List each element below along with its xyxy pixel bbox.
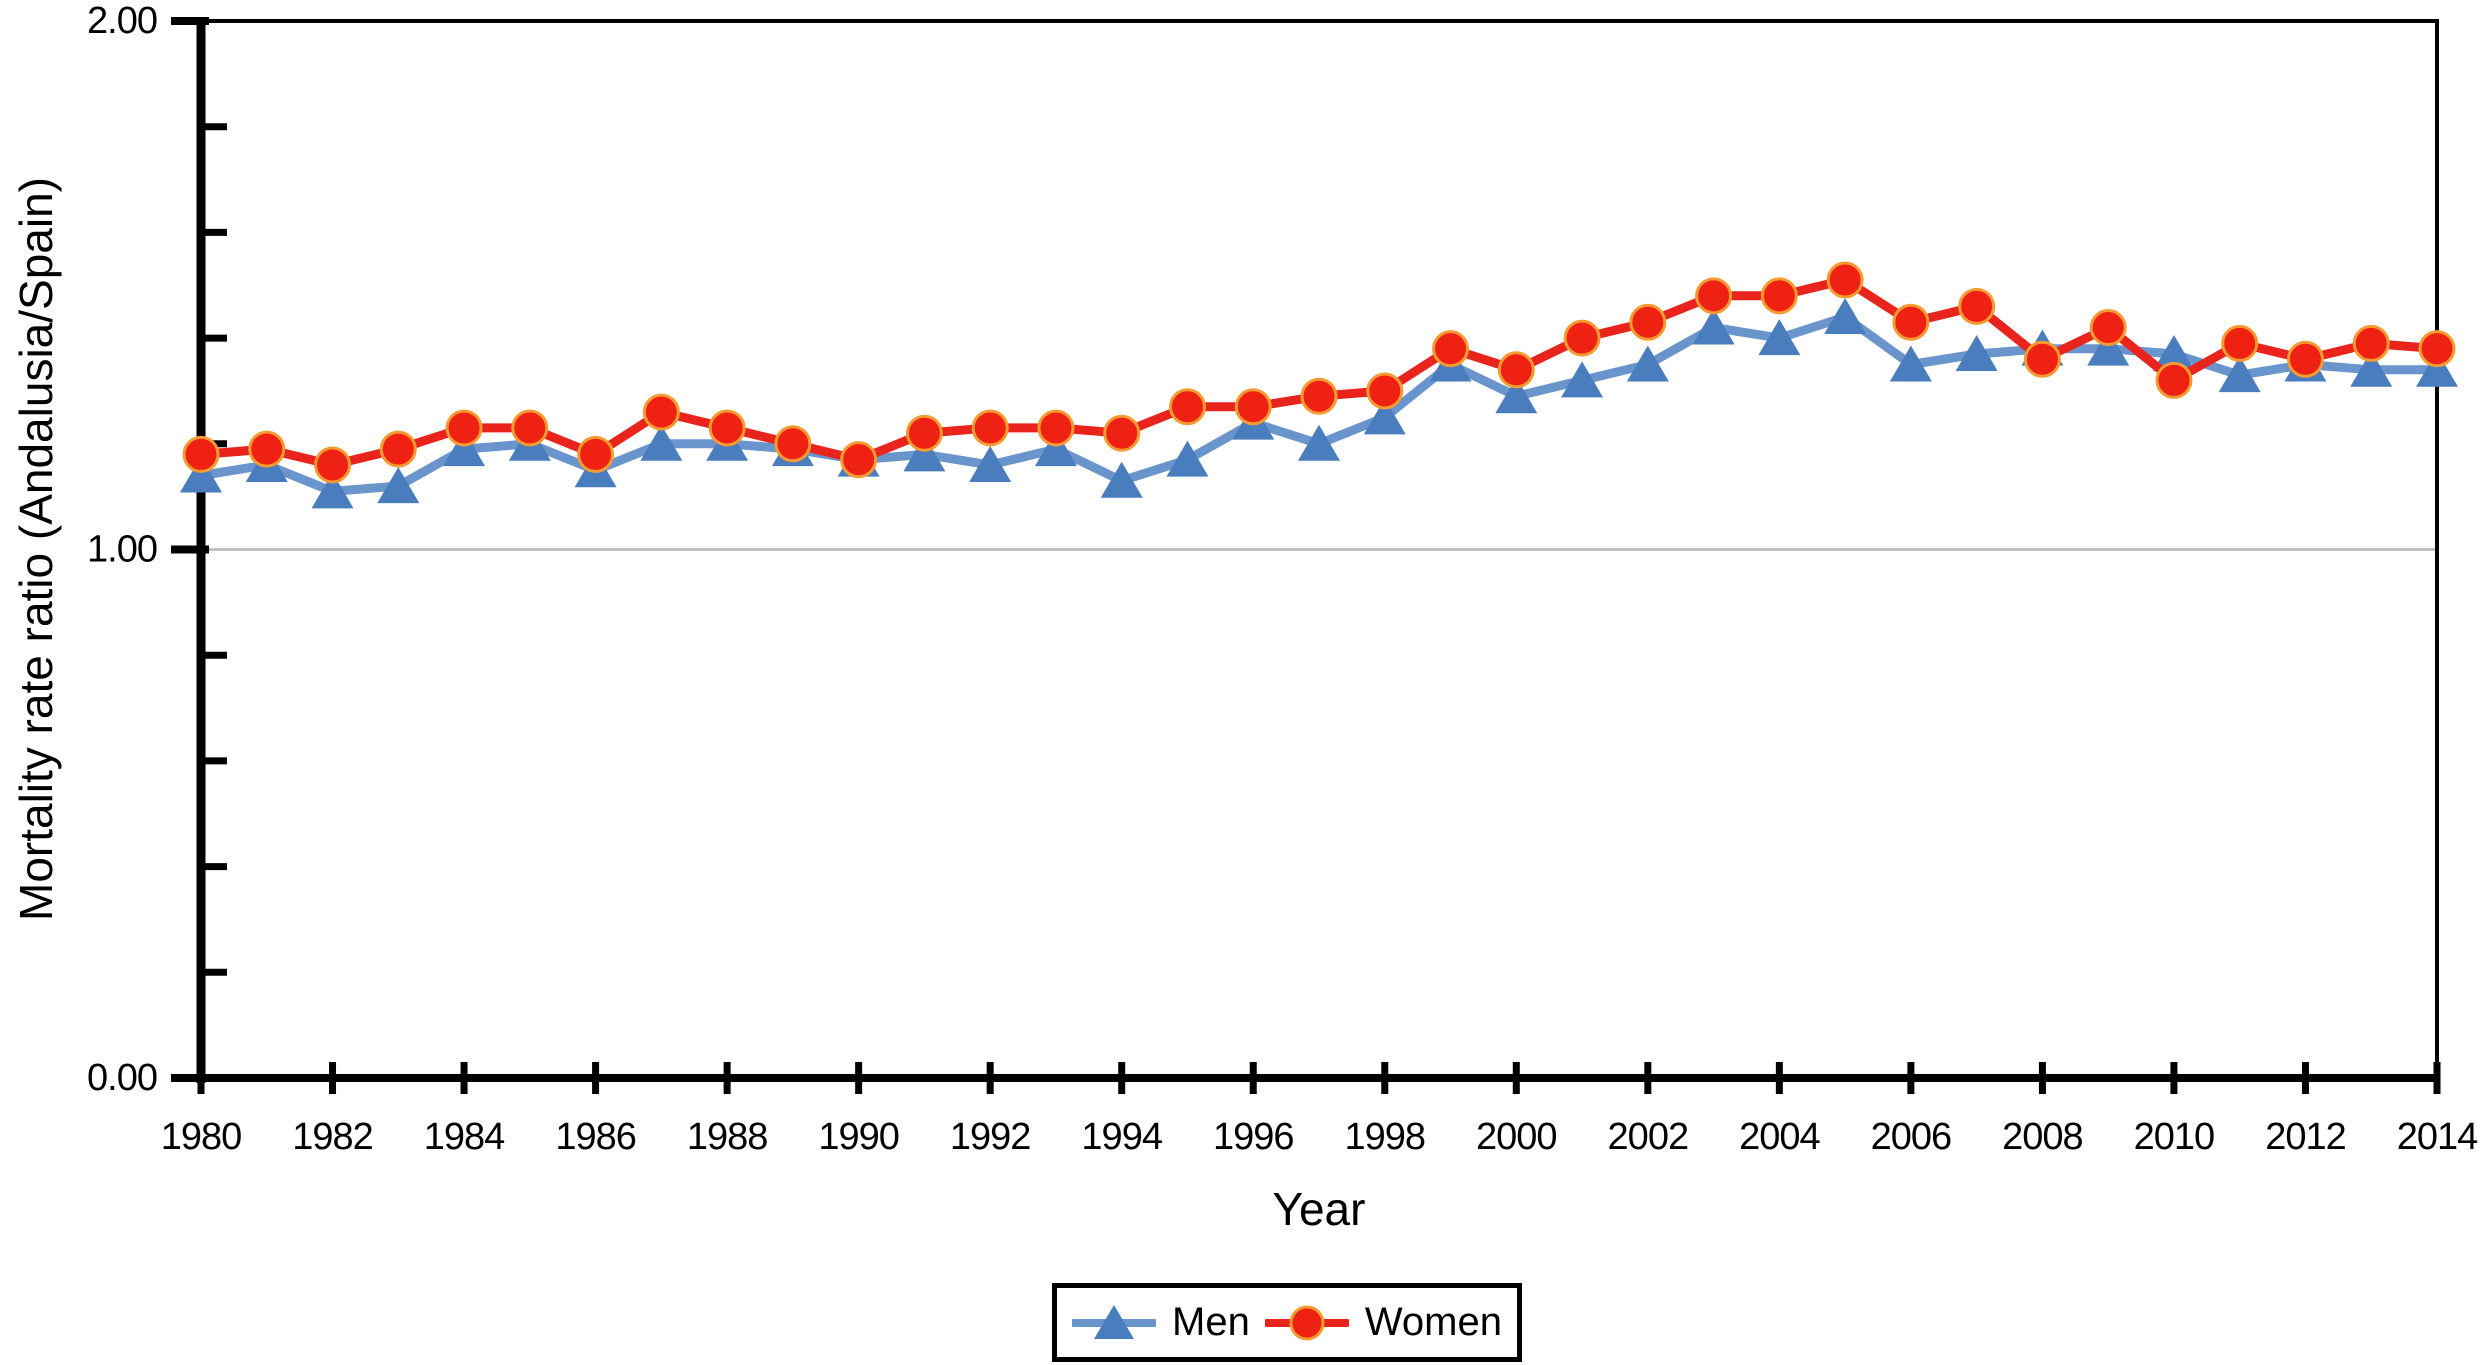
legend-label-women: Women: [1364, 1300, 1502, 1344]
x-tick-label: 2008: [2002, 1116, 2083, 1158]
women-data-point: [642, 393, 680, 431]
men-data-point: [2416, 350, 2458, 387]
women-data-point: [2023, 340, 2061, 378]
men-data-point: [1034, 430, 1077, 467]
y-tick-label: 1.00: [87, 529, 157, 571]
women-circle-line-icon: [1264, 1305, 1349, 1340]
x-tick-label: 2012: [2265, 1116, 2346, 1158]
women-data-point: [2089, 309, 2127, 347]
x-tick-label: 2004: [1739, 1116, 1820, 1158]
x-tick-label: 1998: [1344, 1116, 1425, 1158]
women-data-point: [445, 409, 483, 447]
men-data-point: [1692, 308, 1735, 345]
y-tick-label: 0.00: [87, 1057, 157, 1099]
women-data-point: [314, 446, 352, 484]
x-tick-label: 1996: [1213, 1116, 1294, 1158]
men-data-point: [443, 430, 486, 467]
men-data-point: [640, 424, 683, 461]
men-data-point: [2218, 356, 2261, 393]
women-data-point: [577, 435, 615, 473]
x-tick-label: 2014: [2397, 1116, 2478, 1158]
women-data-point: [1432, 330, 1470, 368]
men-data-point: [180, 456, 222, 493]
legend-item-men: Men: [1072, 1300, 1250, 1345]
men-data-point: [377, 467, 420, 504]
women-data-point: [708, 409, 746, 447]
women-data-point: [1629, 303, 1667, 341]
women-data-point: [2286, 340, 2324, 378]
x-tick-label: 1990: [818, 1116, 899, 1158]
women-data-point: [511, 409, 549, 447]
series-women: [182, 261, 2456, 484]
women-data-point: [2352, 324, 2390, 362]
women-data-point: [379, 430, 417, 468]
women-data-point: [1497, 351, 1535, 389]
women-data-point: [1958, 287, 1996, 325]
women-data-point: [2221, 324, 2259, 362]
women-data-point: [1760, 277, 1798, 315]
x-tick-label: 1982: [292, 1116, 373, 1158]
men-data-point: [2087, 329, 2130, 366]
x-tick-label: 1984: [424, 1116, 505, 1158]
men-data-point: [1100, 461, 1143, 498]
women-data-point: [2418, 330, 2456, 368]
women-data-point: [1695, 277, 1733, 315]
legend: Men Women: [1052, 1283, 1522, 1362]
x-tick-label: 1980: [161, 1116, 242, 1158]
x-tick-label: 1994: [1081, 1116, 1162, 1158]
women-data-point: [1563, 319, 1601, 357]
men-data-point: [969, 445, 1012, 482]
women-data-point: [971, 409, 1009, 447]
men-data-point: [311, 472, 354, 509]
women-data-point: [1037, 409, 1075, 447]
men-data-point: [1626, 345, 1669, 382]
men-triangle-line-icon: [1072, 1304, 1157, 1339]
men-data-point: [2152, 334, 2195, 371]
women-data-point: [1168, 388, 1206, 426]
women-data-point: [1300, 377, 1338, 415]
men-data-point: [1758, 319, 1801, 356]
men-data-point: [903, 435, 946, 472]
men-data-point: [1166, 440, 1209, 477]
legend-label-men: Men: [1172, 1300, 1250, 1344]
x-tick-label: 1986: [555, 1116, 636, 1158]
x-tick-label: 2002: [1608, 1116, 1689, 1158]
men-data-point: [1363, 398, 1406, 435]
women-data-point: [248, 430, 286, 468]
women-data-point: [1234, 388, 1272, 426]
x-tick-label: 2006: [1871, 1116, 1952, 1158]
men-data-point: [1561, 361, 1604, 398]
women-data-point: [774, 425, 812, 463]
women-data-point: [905, 414, 943, 452]
x-tick-label: 2000: [1476, 1116, 1557, 1158]
women-data-point: [1103, 414, 1141, 452]
y-tick-label: 2.00: [87, 0, 157, 42]
men-data-point: [1955, 334, 1998, 371]
women-data-point: [182, 435, 220, 473]
men-data-point: [1889, 345, 1932, 382]
women-data-point: [1892, 303, 1930, 341]
women-data-point: [2155, 361, 2193, 399]
x-axis-title: Year: [1272, 1183, 1366, 1235]
x-tick-label: 1992: [950, 1116, 1031, 1158]
men-data-point: [1495, 377, 1538, 414]
women-data-point: [1826, 261, 1864, 299]
men-data-point: [2350, 350, 2393, 387]
men-data-point: [1298, 424, 1340, 461]
legend-item-women: Women: [1264, 1300, 1502, 1345]
women-data-point: [1366, 372, 1404, 410]
x-tick-label: 1988: [687, 1116, 768, 1158]
men-data-point: [1824, 297, 1867, 334]
women-data-point: [840, 441, 878, 479]
x-tick-label: 2010: [2134, 1116, 2215, 1158]
